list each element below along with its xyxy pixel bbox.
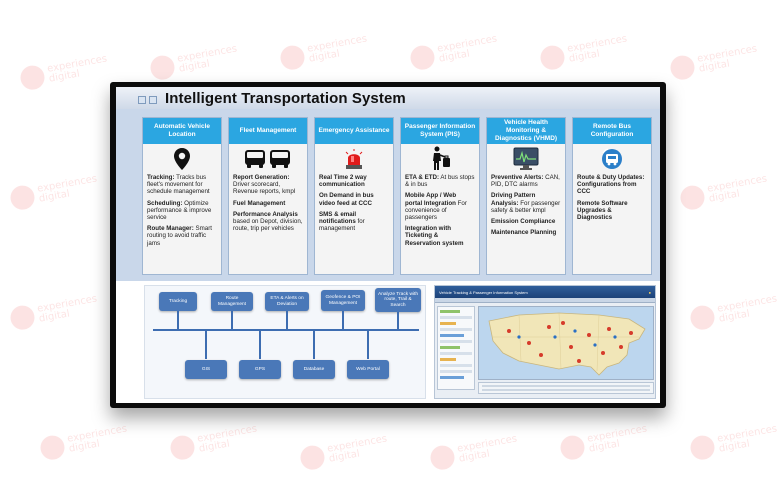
card-item: Route & Duty Updates: Configurations fro…: [577, 174, 645, 196]
watermark-logo: experiences digital: [38, 422, 130, 462]
card-item: Route Manager: Smart routing to avoid tr…: [147, 225, 212, 247]
watermark-logo: experiences digital: [8, 292, 100, 332]
card-item: Report Generation: Driver scorecard, Rev…: [233, 174, 296, 196]
card-vhmd: Vehicle Health Monitoring & Diagnostics …: [486, 117, 566, 275]
map-status-table: [478, 382, 654, 394]
map-toolbar: [435, 298, 655, 303]
card-item: Performance Analysis based on Depot, div…: [233, 210, 303, 233]
monitor-frame: Intelligent Transportation System Automa…: [110, 82, 666, 408]
card-item: Remote Software Upgrades & Diagnostics: [577, 199, 628, 222]
watermark-logo: experiences digital: [558, 422, 650, 462]
card-heading: Vehicle Health Monitoring & Diagnostics …: [487, 118, 565, 144]
card-emergency: Emergency Assistance Real Time 2 way co: [314, 117, 394, 275]
connector: [259, 331, 261, 359]
map-view[interactable]: [478, 306, 654, 380]
map-app-title: Vehicle Tracking & Passenger Information…: [439, 289, 528, 295]
watermark-logo: experiences digital: [18, 52, 110, 92]
card-item: Integration with Ticketing & Reservation…: [405, 225, 464, 247]
card-fleet: Fleet Management: [228, 117, 308, 275]
card-item: SMS & email notifications for management: [319, 210, 365, 233]
card-body: Preventive Alerts: CAN, PID, DTC alarms …: [487, 174, 565, 236]
diagram-box-gps: GPS: [239, 360, 281, 379]
feature-cards: Automatic Vehicle Location Tracking: Tra…: [116, 109, 660, 281]
architecture-diagram: Tracking Route Management ETA & Alerts o…: [144, 285, 426, 399]
connector: [313, 331, 315, 359]
diagram-box-web-portal: Web Portal: [347, 360, 389, 379]
card-body: Tracking: Tracks bus fleet's movement fo…: [143, 174, 221, 247]
card-item: Real Time 2 way communication: [319, 174, 367, 189]
monitor-icon: [487, 144, 565, 174]
card-item: Fuel Management: [233, 199, 286, 207]
diagram-box-tracking: Tracking: [159, 292, 197, 311]
card-body: Route & Duty Updates: Configurations fro…: [573, 174, 651, 221]
watermark-logo: experiences digital: [298, 432, 390, 472]
connector: [342, 311, 344, 329]
diagram-box-route-management: Route Management: [211, 292, 253, 311]
title-bar: Intelligent Transportation System: [116, 87, 660, 109]
connector: [286, 311, 288, 329]
remote-config-icon: [573, 144, 651, 174]
watermark-logo: experiences digital: [668, 42, 760, 82]
diagram-box-database: Database: [293, 360, 335, 379]
card-heading: Remote Bus Configuration: [573, 118, 651, 144]
monitor-screen: Intelligent Transportation System Automa…: [116, 87, 660, 403]
connector: [231, 311, 233, 329]
connector: [205, 331, 207, 359]
card-heading: Automatic Vehicle Location: [143, 118, 221, 144]
siren-icon: [315, 144, 393, 174]
card-item: Maintenance Planning: [491, 229, 557, 237]
card-item: Mobile App / Web portal Integration For …: [405, 192, 467, 222]
location-pin-icon: [143, 144, 221, 174]
card-heading: Emergency Assistance: [315, 118, 393, 144]
card-body: ETA & ETD: At bus stops & in bus Mobile …: [401, 174, 479, 247]
card-item: Driving Pattern Analysis: For passenger …: [491, 192, 561, 214]
usa-map: [488, 312, 646, 376]
card-item: ETA & ETD: At bus stops & in bus: [405, 174, 475, 189]
card-item: On Demand in bus video feed at CCC: [319, 192, 374, 207]
card-body: Real Time 2 way communication On Demand …: [315, 174, 393, 232]
card-heading: Passenger Information System (PIS): [401, 118, 479, 144]
diagram-box-analyze-track: Analyze Track with route, Trail & Search: [375, 288, 421, 312]
passenger-icon: [401, 144, 479, 174]
diagram-box-gis: GIS: [185, 360, 227, 379]
card-remote-config: Remote Bus Configuration Route & Duty Up…: [572, 117, 652, 275]
title-squares: [138, 96, 157, 104]
card-body: Report Generation: Driver scorecard, Rev…: [229, 174, 307, 232]
bus-line: [153, 329, 419, 331]
page-title: Intelligent Transportation System: [165, 89, 406, 107]
card-heading: Fleet Management: [229, 118, 307, 144]
connector: [177, 311, 179, 329]
card-item: Emission Compliance: [491, 218, 556, 226]
map-left-panel: [437, 306, 475, 390]
connector: [397, 312, 399, 329]
card-avl: Automatic Vehicle Location Tracking: Tra…: [142, 117, 222, 275]
watermark-logo: experiences digital: [538, 32, 630, 72]
watermark-logo: experiences digital: [408, 32, 500, 72]
map-app-header: Vehicle Tracking & Passenger Information…: [435, 286, 655, 298]
watermark-logo: experiences digital: [278, 32, 370, 72]
diagram-box-geofence: Geofence & POI Management: [321, 290, 365, 311]
watermark-logo: experiences digital: [688, 292, 780, 332]
watermark-logo: experiences digital: [148, 42, 240, 82]
tracking-map-app: Vehicle Tracking & Passenger Information…: [434, 285, 656, 399]
map-app-logo: ●: [648, 289, 651, 295]
card-item: Scheduling: Optimize performance & impro…: [147, 199, 212, 222]
diagram-box-eta-alerts: ETA & Alerts on Deviation: [265, 292, 309, 311]
card-item: Preventive Alerts: CAN, PID, DTC alarms: [491, 174, 560, 189]
connector: [367, 331, 369, 359]
bottom-panel: Tracking Route Management ETA & Alerts o…: [116, 281, 660, 403]
watermark-logo: experiences digital: [688, 422, 780, 462]
watermark-logo: experiences digital: [678, 172, 770, 212]
card-item: Tracking: Tracks bus fleet's movement fo…: [147, 174, 210, 196]
watermark-logo: experiences digital: [428, 432, 520, 472]
card-pis: Passenger Information System (PIS) ETA &…: [400, 117, 480, 275]
watermark-logo: experiences digital: [168, 422, 260, 462]
watermark-logo: experiences digital: [8, 172, 100, 212]
bus-icon: [229, 144, 307, 174]
